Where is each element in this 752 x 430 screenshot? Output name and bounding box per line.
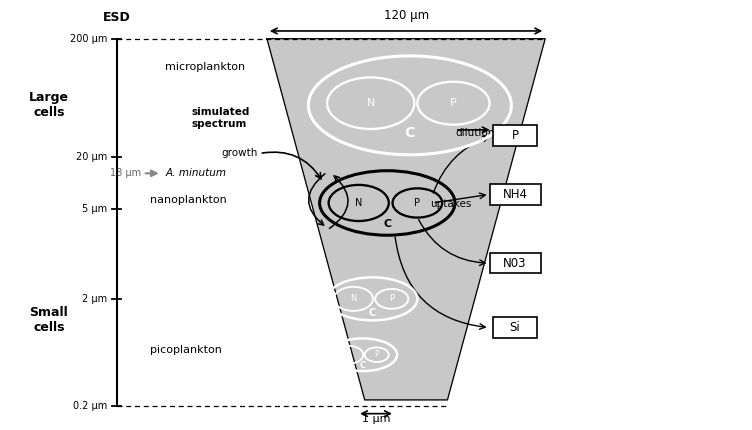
Text: 20 μm: 20 μm — [76, 152, 108, 162]
Bar — [493, 317, 537, 338]
Text: nanoplankton: nanoplankton — [150, 195, 227, 205]
Text: C: C — [384, 218, 391, 229]
Text: 5 μm: 5 μm — [83, 203, 108, 214]
Text: N: N — [350, 295, 356, 303]
Text: P: P — [390, 295, 394, 303]
Text: 200 μm: 200 μm — [70, 34, 108, 44]
Text: NH4: NH4 — [502, 188, 528, 201]
Text: 2 μm: 2 μm — [83, 294, 108, 304]
FancyArrowPatch shape — [308, 174, 325, 225]
Bar — [490, 184, 541, 205]
Text: N03: N03 — [503, 257, 527, 270]
Text: P: P — [450, 98, 456, 108]
Text: P: P — [414, 198, 420, 208]
Text: N: N — [366, 98, 375, 108]
Text: C: C — [359, 361, 365, 370]
Text: N: N — [345, 350, 351, 359]
Text: Si: Si — [510, 321, 520, 334]
Text: P: P — [511, 129, 519, 142]
Text: C: C — [405, 126, 415, 140]
Bar — [490, 253, 541, 273]
Text: Large
cells: Large cells — [29, 91, 69, 120]
Text: ESD: ESD — [103, 11, 130, 24]
Text: A. minutum: A. minutum — [165, 168, 226, 178]
Text: uptakes: uptakes — [430, 199, 472, 209]
Text: picoplankton: picoplankton — [150, 345, 223, 356]
Bar — [493, 125, 537, 146]
Text: 120 μm: 120 μm — [384, 9, 429, 22]
Polygon shape — [267, 39, 545, 400]
FancyArrowPatch shape — [329, 176, 348, 228]
Text: N: N — [355, 198, 362, 208]
Text: microplankton: microplankton — [165, 61, 246, 72]
Text: Small
cells: Small cells — [29, 306, 68, 335]
Text: 0.2 μm: 0.2 μm — [73, 401, 108, 412]
Text: P: P — [374, 350, 379, 359]
Text: simulated
spectrum: simulated spectrum — [192, 108, 250, 129]
Text: growth: growth — [222, 147, 258, 158]
Text: dilution: dilution — [455, 128, 494, 138]
Text: 18 μm: 18 μm — [111, 168, 141, 178]
Text: 1 μm: 1 μm — [362, 414, 390, 424]
Text: C: C — [368, 307, 376, 318]
